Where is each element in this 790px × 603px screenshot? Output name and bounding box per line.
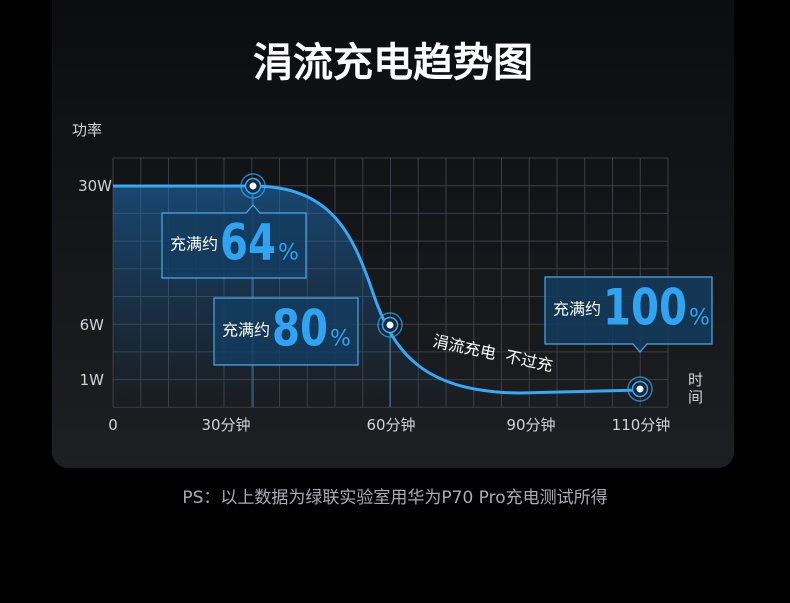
callout-box: [213, 297, 359, 366]
point: [636, 385, 644, 393]
point-ring: [377, 312, 403, 338]
y-tick: 1W: [80, 371, 105, 389]
curve: [113, 184, 641, 395]
callout-value: 80: [272, 300, 328, 358]
x-axis-label-char: 间: [688, 388, 703, 406]
point-ring: [240, 173, 266, 199]
title: 涓流充电趋势图: [253, 40, 533, 86]
y-tick: 30W: [78, 177, 112, 195]
callout-value: 100: [603, 279, 687, 337]
x-tick: 30分钟: [201, 416, 250, 434]
callout-text: 充满约80%: [222, 300, 351, 358]
point: [249, 182, 257, 190]
footnote: PS：以上数据为绿联实验室用华为P70 Pro充电测试所得: [182, 488, 607, 508]
callout-prefix: 充满约: [553, 300, 601, 319]
point-ring: [627, 376, 653, 402]
y-axis-label: 功率: [72, 121, 102, 139]
callout-box: [161, 204, 307, 279]
points: [240, 173, 653, 402]
callouts: 充满约64%充满约80%充满约100%: [161, 204, 713, 366]
callout-unit: %: [278, 241, 299, 266]
x-tick: 60分钟: [366, 416, 415, 434]
point: [386, 321, 394, 329]
callout-text: 充满约64%: [170, 214, 299, 272]
callout-unit: %: [689, 306, 710, 331]
x-tick: 90分钟: [506, 416, 555, 434]
x-axis-label-char: 时: [688, 371, 703, 389]
x-axis-label: 时间: [688, 371, 703, 406]
callout-box: [544, 276, 713, 353]
callout-prefix: 充满约: [170, 235, 218, 254]
callout-prefix: 充满约: [222, 321, 270, 340]
callout-text: 充满约100%: [553, 279, 710, 337]
callout-value: 64: [220, 214, 276, 272]
y-tick: 6W: [80, 316, 105, 334]
callout-unit: %: [330, 327, 351, 352]
x-tick: 0: [108, 416, 118, 434]
x-tick: 110分钟: [612, 416, 671, 434]
